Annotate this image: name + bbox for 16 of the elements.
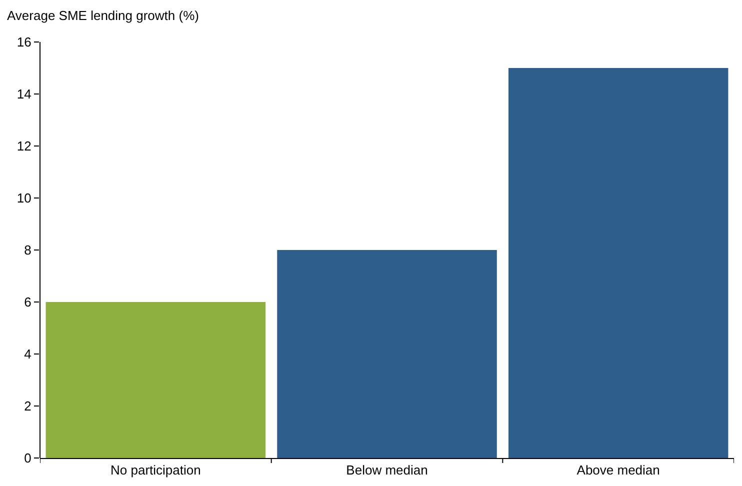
y-axis-title: Average SME lending growth (%) xyxy=(7,8,199,23)
bar xyxy=(508,68,728,458)
y-tick-label: 16 xyxy=(16,34,32,50)
y-tick-label: 12 xyxy=(16,138,32,154)
bar xyxy=(277,250,497,458)
y-tick-label: 2 xyxy=(24,398,32,414)
x-tick-label: Above median xyxy=(576,462,660,478)
y-tick-label: 0 xyxy=(24,450,32,466)
y-tick-label: 10 xyxy=(16,190,32,206)
x-tick-label: No participation xyxy=(110,462,201,478)
bar xyxy=(46,302,266,458)
y-tick-label: 14 xyxy=(16,86,32,102)
y-tick-label: 8 xyxy=(24,242,32,258)
y-tick-label: 6 xyxy=(24,294,32,310)
y-tick-label: 4 xyxy=(24,346,32,362)
x-tick-label: Below median xyxy=(346,462,428,478)
